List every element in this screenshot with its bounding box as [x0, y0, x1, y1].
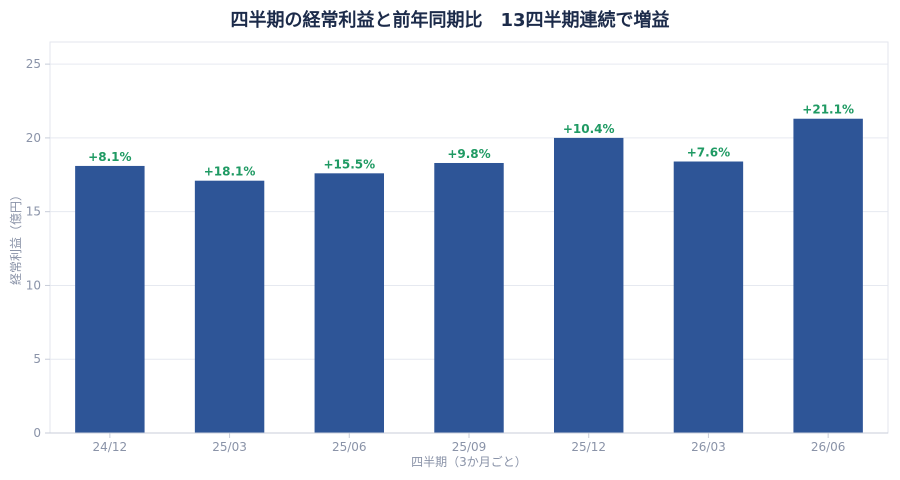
- bar: [553, 137, 624, 434]
- y-tick-label: 10: [26, 278, 41, 292]
- bar: [673, 161, 744, 433]
- y-axis-title: 経常利益（億円）: [9, 189, 23, 285]
- bar: [434, 162, 504, 433]
- x-tick-label: 24/12: [93, 440, 128, 454]
- data-labels: +8.1% +18.1% +15.5% +9.8% +10.4% +7.6% +21.1%: [88, 103, 854, 179]
- data-label: +10.4%: [563, 122, 615, 136]
- y-axis-ticks: 0 5 10 15 20 25: [26, 57, 50, 440]
- y-tick-label: 25: [26, 57, 41, 71]
- bar: [194, 180, 265, 433]
- x-axis-ticks: 24/12 25/03 25/06 25/09 25/12 26/03 26/06: [93, 433, 846, 454]
- x-tick-label: 25/12: [571, 440, 606, 454]
- x-tick-label: 25/06: [332, 440, 367, 454]
- bars: [75, 118, 863, 434]
- y-tick-label: 0: [33, 426, 41, 440]
- x-tick-label: 26/06: [811, 440, 846, 454]
- data-label: +18.1%: [204, 165, 256, 179]
- data-label: +9.8%: [447, 147, 490, 161]
- data-label: +8.1%: [88, 150, 131, 164]
- y-tick-label: 15: [26, 205, 41, 219]
- data-label: +15.5%: [323, 157, 375, 171]
- x-tick-label: 26/03: [691, 440, 726, 454]
- bar: [793, 118, 863, 434]
- bar: [75, 165, 145, 433]
- chart-title: 四半期の経常利益と前年同期比 13四半期連続で増益: [230, 9, 669, 31]
- y-tick-label: 5: [33, 352, 41, 366]
- y-tick-label: 20: [26, 131, 41, 145]
- x-axis-title: 四半期（3か月ごと）: [411, 454, 527, 469]
- data-label: +21.1%: [802, 103, 854, 117]
- x-tick-label: 25/03: [212, 440, 247, 454]
- data-label: +7.6%: [687, 146, 730, 160]
- bar: [314, 173, 385, 433]
- x-tick-label: 25/09: [452, 440, 487, 454]
